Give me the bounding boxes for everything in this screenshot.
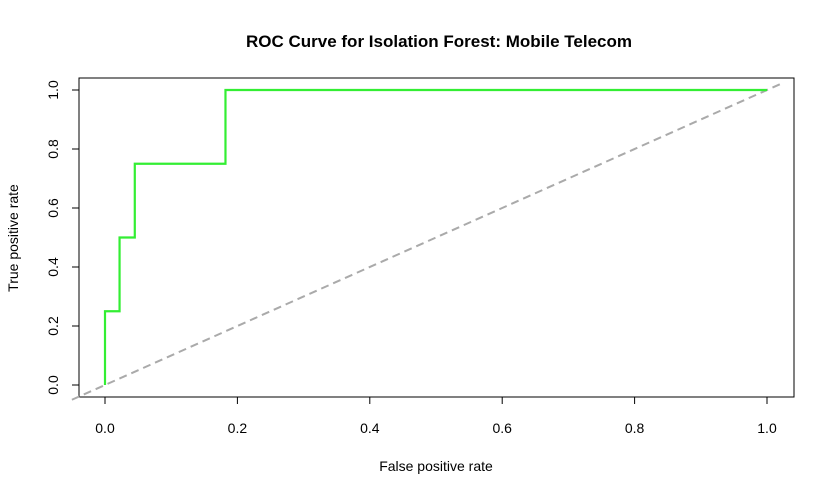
y-tick-label: 1.0 xyxy=(45,80,61,100)
chart-title: ROC Curve for Isolation Forest: Mobile T… xyxy=(246,32,632,51)
y-tick-label: 0.2 xyxy=(45,316,61,336)
roc-curve-line xyxy=(103,88,767,385)
x-tick-label: 1.0 xyxy=(757,420,777,436)
x-axis-label: False positive rate xyxy=(379,458,493,474)
x-tick-label: 0.2 xyxy=(228,420,248,436)
reference-diagonal-line xyxy=(71,83,781,401)
y-tick-label: 0.4 xyxy=(45,257,61,277)
x-tick-label: 0.6 xyxy=(492,420,512,436)
x-tick-label: 0.8 xyxy=(625,420,645,436)
x-axis: 0.0 0.2 0.4 0.6 0.8 1.0 xyxy=(95,397,777,436)
y-axis: 0.0 0.2 0.4 0.6 0.8 1.0 xyxy=(45,80,79,395)
y-tick-label: 0.6 xyxy=(45,198,61,218)
plot-frame xyxy=(78,77,795,398)
x-tick-label: 0.0 xyxy=(95,420,115,436)
plot-area xyxy=(71,83,781,401)
y-axis-label: True positive rate xyxy=(5,184,21,292)
x-tick-label: 0.4 xyxy=(360,420,380,436)
y-tick-label: 0.8 xyxy=(45,139,61,159)
y-tick-label: 0.0 xyxy=(45,375,61,395)
